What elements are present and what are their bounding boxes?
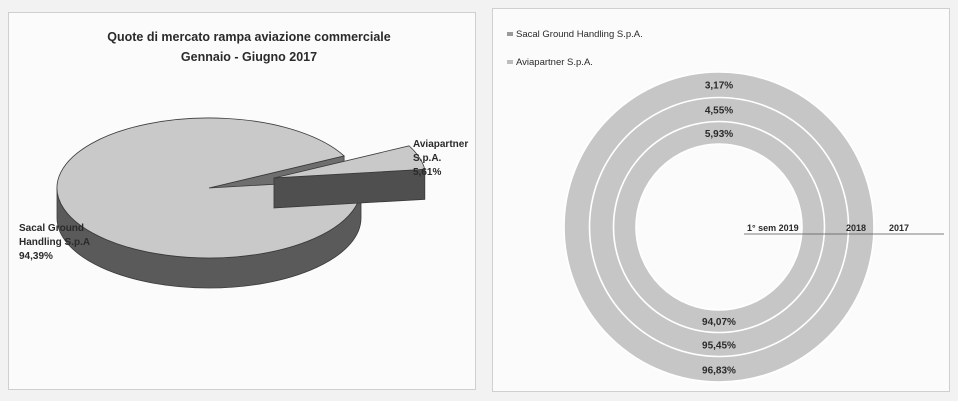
pie-data-label: S.p.A.: [413, 153, 442, 164]
ring-name-label: 2018: [846, 223, 866, 233]
chart-title: Quote di mercato rampa aviazione commerc…: [107, 30, 390, 44]
pie-data-label: Sacal Ground: [19, 223, 84, 234]
pie-data-label: 5,61%: [413, 167, 441, 178]
ring-label-aviapartner: 5,93%: [705, 129, 733, 140]
ring-label-sacal: 94,07%: [702, 317, 736, 328]
ring-separator: [588, 96, 850, 358]
doughnut-chart-panel: Sacal Ground Handling S.p.A. Aviapartner …: [492, 8, 950, 392]
ring-name-label: 2017: [889, 223, 909, 233]
pie-chart: Quote di mercato rampa aviazione commerc…: [19, 30, 468, 289]
ring-separator: [612, 120, 826, 334]
doughnut-chart: Sacal Ground Handling S.p.A. Aviapartner …: [507, 29, 944, 383]
legend-swatch: [507, 32, 513, 36]
pie-data-label: Aviapartner: [413, 139, 468, 150]
pie-slice-aviapartner: [273, 145, 426, 179]
doughnut-hole: [637, 145, 801, 309]
legend-swatch: [507, 60, 513, 64]
ring-label-aviapartner: 3,17%: [705, 81, 733, 92]
pie-slice-sacal: [56, 117, 362, 259]
ring-name-label: 1° sem 2019: [747, 223, 799, 233]
legend-entry: Aviapartner S.p.A.: [516, 57, 593, 68]
ring-separator: [563, 71, 875, 383]
ring-label-sacal: 95,45%: [702, 341, 736, 352]
doughnut-ring-2018: [590, 98, 848, 356]
pie-data-label: Handling S.p.A: [19, 237, 90, 248]
doughnut-ring-2017: [564, 72, 874, 382]
ring-label-aviapartner: 4,55%: [705, 106, 733, 117]
ring-label-sacal: 96,83%: [702, 366, 736, 377]
ring-separator: [635, 143, 803, 311]
chart-subtitle: Gennaio - Giugno 2017: [181, 50, 317, 64]
pie-data-label: 94,39%: [19, 251, 53, 262]
legend-entry: Sacal Ground Handling S.p.A.: [516, 29, 643, 40]
doughnut-ring-1sem2019: [614, 122, 824, 332]
pie-chart-panel: Quote di mercato rampa aviazione commerc…: [8, 12, 476, 390]
